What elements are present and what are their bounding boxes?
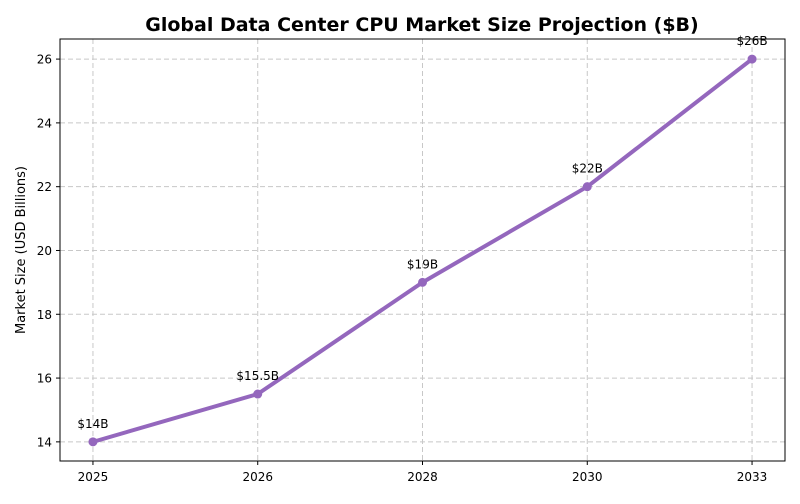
x-tick-label: 2025 bbox=[78, 470, 109, 484]
x-tick-label: 2026 bbox=[242, 470, 273, 484]
y-tick-label: 20 bbox=[37, 244, 52, 258]
y-tick-label: 18 bbox=[37, 308, 52, 322]
data-point bbox=[582, 182, 592, 192]
data-label: $19B bbox=[407, 257, 438, 271]
data-point bbox=[418, 277, 427, 287]
x-tick-label: 2033 bbox=[737, 470, 768, 484]
y-tick-label: 22 bbox=[37, 180, 52, 194]
data-label: $22B bbox=[572, 162, 603, 176]
y-axis-label: Market Size (USD Billions) bbox=[14, 166, 29, 334]
data-label: $15.5B bbox=[236, 369, 279, 383]
data-point bbox=[747, 54, 757, 64]
series: $14B $15.5B $19B $22B $26B bbox=[77, 34, 768, 447]
data-label: $26B bbox=[736, 34, 767, 48]
data-point bbox=[253, 389, 263, 399]
y-tick-label: 24 bbox=[37, 116, 52, 130]
x-tick-label: 2028 bbox=[407, 470, 438, 484]
ticks: 14 16 18 20 22 24 26 2025 2026 2028 2030 2033 bbox=[37, 53, 768, 484]
x-tick-label: 2030 bbox=[572, 470, 603, 484]
chart-title: Global Data Center CPU Market Size Proje… bbox=[145, 14, 698, 36]
grid bbox=[60, 39, 785, 461]
y-tick-label: 16 bbox=[37, 372, 52, 386]
data-label: $14B bbox=[77, 417, 108, 431]
y-tick-label: 14 bbox=[37, 435, 52, 449]
plot-frame bbox=[59, 38, 786, 462]
y-tick-label: 26 bbox=[37, 53, 52, 67]
data-point bbox=[88, 437, 98, 447]
